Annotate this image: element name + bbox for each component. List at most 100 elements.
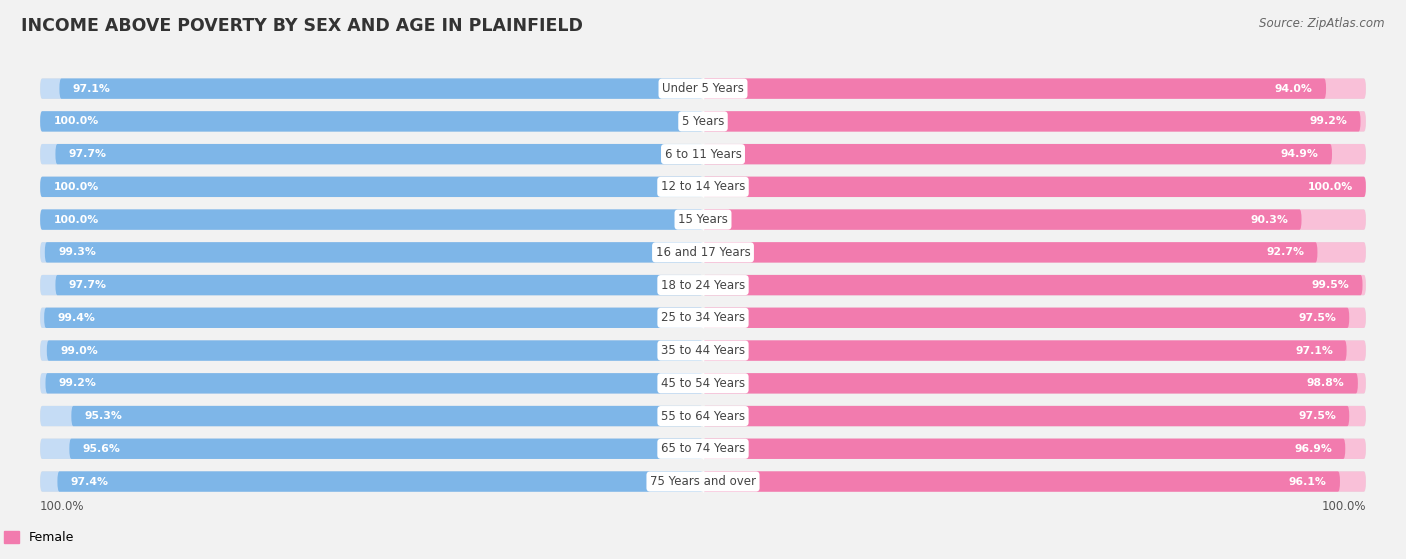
FancyBboxPatch shape [41,111,703,131]
Text: 97.1%: 97.1% [73,84,111,94]
FancyBboxPatch shape [703,111,1361,131]
Text: 94.9%: 94.9% [1281,149,1319,159]
Text: 55 to 64 Years: 55 to 64 Years [661,410,745,423]
Text: 99.4%: 99.4% [58,313,96,323]
FancyBboxPatch shape [703,78,1365,99]
Text: 100.0%: 100.0% [53,182,98,192]
Text: 97.1%: 97.1% [1295,345,1333,356]
Text: 96.9%: 96.9% [1294,444,1331,454]
Text: 100.0%: 100.0% [53,116,98,126]
FancyBboxPatch shape [55,275,703,295]
FancyBboxPatch shape [703,471,1365,492]
FancyBboxPatch shape [41,111,703,131]
Text: 15 Years: 15 Years [678,213,728,226]
FancyBboxPatch shape [41,275,1365,295]
FancyBboxPatch shape [41,78,1365,99]
FancyBboxPatch shape [45,242,703,263]
FancyBboxPatch shape [41,439,1365,459]
FancyBboxPatch shape [41,210,703,230]
FancyBboxPatch shape [41,177,703,197]
FancyBboxPatch shape [41,340,703,361]
FancyBboxPatch shape [41,406,1365,426]
FancyBboxPatch shape [703,242,1365,263]
Text: 96.1%: 96.1% [1289,476,1327,486]
FancyBboxPatch shape [703,439,1365,459]
FancyBboxPatch shape [703,373,1365,394]
FancyBboxPatch shape [703,307,1365,328]
FancyBboxPatch shape [41,210,1365,230]
FancyBboxPatch shape [703,406,1350,426]
FancyBboxPatch shape [45,373,703,394]
FancyBboxPatch shape [55,144,703,164]
Text: 99.2%: 99.2% [1309,116,1347,126]
FancyBboxPatch shape [41,307,703,328]
FancyBboxPatch shape [703,307,1350,328]
FancyBboxPatch shape [41,373,1365,394]
Text: 100.0%: 100.0% [1308,182,1353,192]
FancyBboxPatch shape [703,78,1326,99]
FancyBboxPatch shape [41,78,703,99]
FancyBboxPatch shape [41,177,703,197]
FancyBboxPatch shape [703,210,1365,230]
FancyBboxPatch shape [703,111,1365,131]
Text: 6 to 11 Years: 6 to 11 Years [665,148,741,160]
FancyBboxPatch shape [703,177,1365,197]
FancyBboxPatch shape [41,471,1365,492]
FancyBboxPatch shape [44,307,703,328]
Legend: Male, Female: Male, Female [0,526,80,549]
Text: 35 to 44 Years: 35 to 44 Years [661,344,745,357]
FancyBboxPatch shape [703,340,1365,361]
FancyBboxPatch shape [41,406,703,426]
FancyBboxPatch shape [41,111,1365,131]
FancyBboxPatch shape [46,340,703,361]
Text: 16 and 17 Years: 16 and 17 Years [655,246,751,259]
FancyBboxPatch shape [69,439,703,459]
Text: 95.3%: 95.3% [84,411,122,421]
FancyBboxPatch shape [41,275,703,295]
FancyBboxPatch shape [41,144,703,164]
Text: 99.2%: 99.2% [59,378,97,389]
Text: 97.4%: 97.4% [70,476,108,486]
Text: 99.5%: 99.5% [1312,280,1350,290]
FancyBboxPatch shape [703,471,1340,492]
Text: 97.7%: 97.7% [69,149,107,159]
Text: 5 Years: 5 Years [682,115,724,128]
Text: 75 Years and over: 75 Years and over [650,475,756,488]
Text: 100.0%: 100.0% [53,215,98,225]
FancyBboxPatch shape [59,78,703,99]
FancyBboxPatch shape [41,177,1365,197]
FancyBboxPatch shape [703,275,1365,295]
FancyBboxPatch shape [41,307,1365,328]
Text: Under 5 Years: Under 5 Years [662,82,744,95]
Text: 95.6%: 95.6% [83,444,121,454]
Text: 12 to 14 Years: 12 to 14 Years [661,181,745,193]
Text: 99.3%: 99.3% [58,247,96,257]
Text: 97.7%: 97.7% [69,280,107,290]
FancyBboxPatch shape [703,340,1347,361]
FancyBboxPatch shape [703,406,1365,426]
FancyBboxPatch shape [703,242,1317,263]
FancyBboxPatch shape [703,210,1302,230]
FancyBboxPatch shape [41,471,703,492]
FancyBboxPatch shape [41,242,1365,263]
FancyBboxPatch shape [703,439,1346,459]
FancyBboxPatch shape [41,439,703,459]
Text: 65 to 74 Years: 65 to 74 Years [661,442,745,455]
Text: 92.7%: 92.7% [1267,247,1305,257]
Text: 100.0%: 100.0% [1322,500,1365,513]
FancyBboxPatch shape [41,210,703,230]
Text: 25 to 34 Years: 25 to 34 Years [661,311,745,324]
FancyBboxPatch shape [703,373,1358,394]
FancyBboxPatch shape [72,406,703,426]
FancyBboxPatch shape [41,242,703,263]
Text: 94.0%: 94.0% [1275,84,1313,94]
FancyBboxPatch shape [41,340,1365,361]
FancyBboxPatch shape [41,144,1365,164]
Text: 99.0%: 99.0% [60,345,98,356]
Text: 98.8%: 98.8% [1306,378,1344,389]
Text: INCOME ABOVE POVERTY BY SEX AND AGE IN PLAINFIELD: INCOME ABOVE POVERTY BY SEX AND AGE IN P… [21,17,583,35]
Text: 90.3%: 90.3% [1250,215,1288,225]
FancyBboxPatch shape [703,275,1362,295]
Text: 97.5%: 97.5% [1298,411,1336,421]
Text: 18 to 24 Years: 18 to 24 Years [661,278,745,292]
